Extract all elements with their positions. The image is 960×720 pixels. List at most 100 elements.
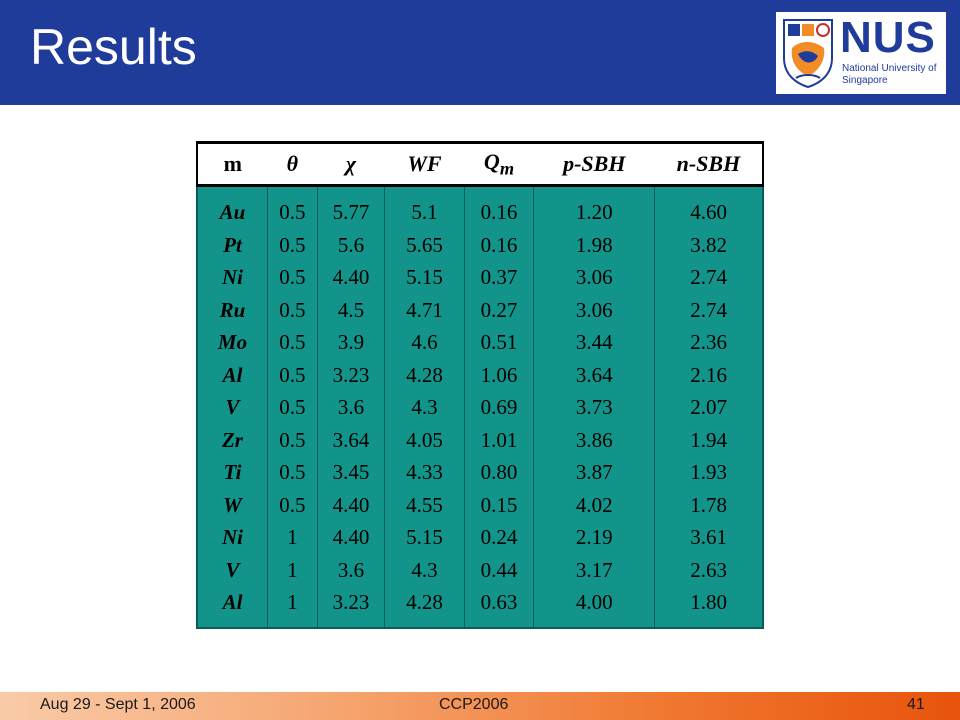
table-cell: 3.64: [332, 427, 370, 452]
table-cell: 0.16: [480, 200, 518, 224]
nus-logo: NUS National University of Singapore: [776, 12, 946, 94]
table-cell: 0.5: [279, 200, 306, 224]
table-cell: 1.20: [575, 200, 613, 224]
table-cell: 5.15: [406, 265, 443, 289]
table-cell: 0.5: [279, 330, 306, 354]
table-cell: 1.06: [480, 362, 518, 387]
table-cell: 3.61: [690, 525, 728, 549]
table-cell: 0.5: [279, 297, 306, 322]
table-cell: 4.33: [406, 460, 443, 484]
table-cell: 4.40: [332, 525, 370, 549]
table-cell: 3.87: [575, 460, 613, 484]
table-cell: Mo: [217, 330, 248, 354]
table-cell: 3.17: [575, 557, 613, 582]
table-cell: 3.64: [575, 362, 613, 387]
col-theta: 0.5 0.5 0.5 0.5 0.5 0.5 0.5 0.5 0.5 0.5 1 1 1: [266, 185, 318, 628]
table-cell: 4.6: [411, 330, 438, 354]
table-cell: 0.16: [480, 232, 518, 257]
table-cell: 0.5: [279, 362, 306, 387]
table-cell: Al: [222, 590, 243, 614]
table-cell: 4.40: [332, 492, 370, 517]
table-cell: 4.71: [406, 297, 443, 322]
table-cell: 3.23: [332, 362, 370, 387]
table-cell: 1: [287, 525, 298, 549]
table-cell: Ni: [221, 265, 243, 289]
results-table: m θ χ WF Qm p-SBH n-SBH Au Pt Ni Ru Mo Al V Zr T…: [195, 141, 765, 629]
table-cell: 4.60: [690, 200, 728, 224]
col-nsbh: 4.60 3.82 2.74 2.74 2.36 2.16 2.07 1.94 1.93 1.78…: [654, 185, 765, 628]
table-cell: 1.78: [690, 492, 728, 517]
col-metal: Au Pt Ni Ru Mo Al V Zr Ti W Ni V Al: [195, 185, 268, 628]
col-header-wf: WF: [384, 141, 465, 187]
table-cell: Al: [222, 362, 243, 387]
slide-title: Results: [30, 19, 197, 75]
table-cell: 4.00: [575, 590, 613, 614]
table-cell: 3.73: [575, 395, 613, 419]
table-cell: 0.44: [480, 557, 518, 582]
table-cell: Ti: [223, 460, 242, 484]
col-chi: 5.77 5.6 4.40 4.5 3.9 3.23 3.6 3.64 3.45 4.40 4.40…: [316, 185, 385, 628]
table-cell: 2.63: [690, 557, 728, 582]
table-cell: Au: [219, 200, 246, 224]
table-cell: 1.94: [690, 427, 728, 452]
table-cell: 5.65: [406, 232, 443, 257]
title-bar: Results NUS National University of Singa…: [0, 0, 960, 105]
table-cell: V: [225, 395, 240, 419]
table-cell: 3.45: [332, 460, 370, 484]
table-body-row: Au Pt Ni Ru Mo Al V Zr Ti W Ni V Al 0.5 0.5 0.5 0.5 0.5 0…: [195, 185, 765, 628]
table-cell: Ru: [219, 297, 246, 322]
table-cell: 0.51: [480, 330, 518, 354]
table-cell: 0.80: [480, 460, 518, 484]
table-cell: 4.5: [337, 297, 365, 322]
table-cell: 4.3: [411, 557, 438, 582]
table-cell: 4.02: [575, 492, 613, 517]
table-cell: 4.55: [406, 492, 443, 517]
table-cell: 0.5: [279, 265, 306, 289]
col-header-qm: Qm: [464, 141, 534, 187]
table-cell: 0.15: [480, 492, 518, 517]
table-cell: 1: [287, 557, 298, 582]
page-number: 41: [907, 696, 925, 713]
table-cell: 4.28: [406, 362, 443, 387]
table-cell: 4.05: [406, 427, 443, 452]
table-cell: 3.86: [575, 427, 613, 452]
table-cell: 1.93: [690, 460, 728, 484]
table-cell: 0.63: [480, 590, 518, 614]
table-cell: 5.6: [337, 232, 365, 257]
table-cell: 2.16: [690, 362, 728, 387]
table-cell: 1.98: [575, 232, 613, 257]
col-psbh: 1.20 1.98 3.06 3.06 3.44 3.64 3.73 3.86 3.87 4.02…: [533, 185, 655, 628]
col-header-psbh: p-SBH: [533, 141, 655, 187]
table-cell: 3.06: [575, 265, 613, 289]
table-cell: 0.5: [279, 427, 306, 452]
table-cell: 0.24: [480, 525, 518, 549]
footer-conference: CCP2006: [439, 696, 509, 713]
table-cell: 0.37: [480, 265, 518, 289]
table-cell: 3.6: [337, 395, 365, 419]
table-cell: 1.01: [480, 427, 518, 452]
col-header-theta: θ: [267, 141, 318, 187]
table-cell: 2.36: [690, 330, 728, 354]
table-cell: V: [225, 557, 240, 582]
table-cell: W: [223, 492, 242, 517]
table-cell: Pt: [223, 232, 242, 257]
table-cell: 3.9: [337, 330, 365, 354]
table-header-row: m θ χ WF Qm p-SBH n-SBH: [195, 141, 765, 187]
table-cell: 1.80: [690, 590, 728, 614]
col-header-m: m: [195, 141, 268, 187]
col-wf: 5.1 5.65 5.15 4.71 4.6 4.28 4.3 4.05 4.33 4.55 5.1…: [384, 185, 465, 628]
table-cell: 0.5: [279, 395, 306, 419]
table-cell: 4.40: [332, 265, 370, 289]
table-cell: 4.28: [406, 590, 443, 614]
col-qm: 0.16 0.16 0.37 0.27 0.51 1.06 0.69 1.01 0.80 0.15…: [463, 185, 534, 628]
table-cell: 0.5: [279, 232, 306, 257]
qm-symbol: Q: [483, 148, 500, 174]
table-cell: 1: [287, 590, 298, 614]
footer-bar: Aug 29 - Sept 1, 2006 CCP2006 41: [0, 692, 960, 720]
table-cell: 2.74: [690, 297, 728, 322]
table-cell: 5.77: [332, 200, 370, 224]
table-cell: 2.74: [690, 265, 728, 289]
footer-date: Aug 29 - Sept 1, 2006: [40, 696, 196, 713]
table-cell: 2.07: [690, 395, 728, 419]
table-cell: 2.19: [575, 525, 613, 549]
